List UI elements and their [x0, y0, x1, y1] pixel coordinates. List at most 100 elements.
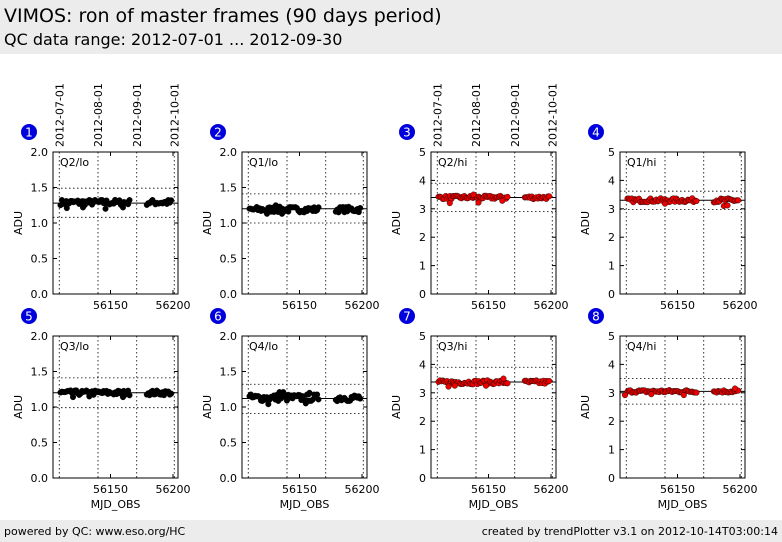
y-tick-label: 3 [419, 203, 426, 216]
panel-label: Q1/lo [249, 156, 278, 169]
x-tick-label: 56200 [345, 483, 380, 496]
data-point [475, 199, 482, 206]
x-tick-label: 56150 [471, 483, 506, 496]
date-tick-label: 2012-09-01 [131, 83, 144, 147]
y-tick-label: 1.5 [31, 182, 49, 195]
date-tick-label: 2012-07-01 [431, 83, 444, 147]
plot-frame [241, 335, 368, 479]
panel-number-badge [21, 308, 37, 324]
panel-number: 5 [25, 310, 33, 324]
panel-number: 2 [214, 126, 222, 140]
data-point [546, 193, 553, 200]
data-point [357, 204, 364, 211]
panel-label: Q3/hi [438, 340, 467, 353]
y-tick-label: 0.5 [31, 437, 49, 450]
panel-label: Q3/lo [60, 340, 89, 353]
footer-credit[interactable]: powered by QC: www.eso.org/HC [4, 525, 186, 538]
y-tick-label: 0 [419, 288, 426, 301]
y-tick-label: 0.5 [220, 253, 238, 266]
y-tick-label: 5 [608, 330, 615, 343]
x-tick-label: 56150 [93, 483, 128, 496]
data-point [483, 382, 490, 389]
y-tick-label: 2.0 [220, 146, 238, 159]
panel-label: Q4/lo [249, 340, 278, 353]
data-point [680, 392, 687, 399]
y-axis-label: ADU [390, 211, 403, 235]
y-tick-label: 1.5 [220, 182, 238, 195]
x-tick-label: 56150 [660, 483, 695, 496]
plot-frame [241, 151, 368, 295]
data-point [69, 394, 76, 401]
y-tick-label: 3 [608, 387, 615, 400]
y-tick-label: 4 [419, 174, 426, 187]
panel-number: 3 [403, 126, 411, 140]
chart-panel-1: 0.0 0.5 1.0 1.5 2.0 56150 56200 Q2/lo ADU 1 2012-0… [12, 83, 191, 312]
data-point [357, 395, 364, 402]
panel-number-badge [210, 308, 226, 324]
panel-number: 1 [25, 126, 33, 140]
panel-number-badge [21, 124, 37, 140]
chart-panel-6: 0.0 0.5 1.0 1.5 2.0 56150 56200 Q4/lo ADU MJD_OBS… [201, 308, 380, 511]
data-point [732, 385, 739, 392]
data-point [119, 204, 126, 211]
plot-frame [619, 335, 746, 479]
y-axis-label: ADU [12, 395, 25, 419]
y-tick-label: 5 [419, 330, 426, 343]
data-point [662, 200, 669, 207]
y-tick-label: 2 [419, 231, 426, 244]
data-point [63, 205, 70, 212]
date-tick-label: 2012-08-01 [470, 83, 483, 147]
date-tick-label: 2012-08-01 [92, 83, 105, 147]
data-point [86, 393, 93, 400]
chart-panel-2: 0.0 0.5 1.0 1.5 2.0 56150 56200 Q1/lo ADU 2 [201, 124, 380, 312]
page-title: VIMOS: ron of master frames (90 days per… [4, 5, 442, 27]
data-point [315, 204, 322, 211]
y-tick-label: 0 [608, 288, 615, 301]
y-tick-label: 0 [608, 472, 615, 485]
y-tick-label: 5 [608, 146, 615, 159]
footer-bar: powered by QC: www.eso.org/HC created by… [0, 520, 782, 542]
y-tick-label: 1 [419, 260, 426, 273]
panel-number: 8 [592, 310, 600, 324]
data-point [622, 392, 629, 399]
panel-number: 6 [214, 310, 222, 324]
plot-frame [430, 335, 557, 479]
data-point [504, 380, 511, 387]
panel-label: Q2/hi [438, 156, 467, 169]
data-point [724, 202, 731, 209]
y-tick-label: 0.5 [31, 253, 49, 266]
chart-panel-3: 0 1 2 3 4 5 56150 56200 Q2/hi ADU 3 2012-07-01 2012-… [390, 83, 569, 312]
data-point [446, 200, 453, 207]
data-point [264, 210, 271, 217]
data-point [306, 389, 313, 396]
panel-number-badge [399, 124, 415, 140]
y-tick-label: 2 [608, 415, 615, 428]
data-point [315, 396, 322, 403]
y-tick-label: 0.5 [220, 437, 238, 450]
panel-number-badge [588, 308, 604, 324]
y-tick-label: 0.0 [31, 288, 49, 301]
chart-panel-5: 0.0 0.5 1.0 1.5 2.0 56150 56200 Q3/lo ADU MJD_OBS… [12, 308, 191, 511]
y-tick-label: 1 [608, 444, 615, 457]
x-tick-label: 56200 [534, 483, 569, 496]
x-tick-label: 56150 [93, 299, 128, 312]
data-point [546, 378, 553, 385]
x-axis-label: MJD_OBS [280, 498, 330, 511]
panel-label: Q1/hi [627, 156, 656, 169]
y-tick-label: 2 [608, 231, 615, 244]
data-point [302, 400, 309, 407]
x-tick-label: 56200 [345, 299, 380, 312]
chart-panel-8: 0 1 2 3 4 5 56150 56200 Q4/hi ADU MJD_OBS 8 [579, 308, 758, 511]
y-tick-label: 0.0 [220, 288, 238, 301]
data-point [126, 392, 133, 399]
x-tick-label: 56150 [282, 483, 317, 496]
data-point [504, 193, 511, 200]
y-tick-label: 5 [419, 146, 426, 159]
y-tick-label: 1 [608, 260, 615, 273]
date-tick-label: 2012-10-01 [168, 83, 181, 147]
x-tick-label: 56150 [660, 299, 695, 312]
x-tick-label: 56150 [471, 299, 506, 312]
x-tick-label: 56200 [723, 483, 758, 496]
